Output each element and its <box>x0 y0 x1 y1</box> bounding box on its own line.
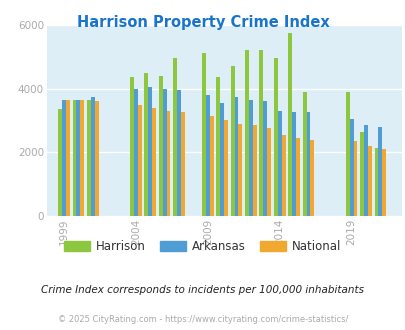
Bar <box>310 140 313 216</box>
Bar <box>166 111 170 216</box>
Bar <box>144 73 148 216</box>
Bar <box>359 132 363 216</box>
Bar <box>130 78 134 216</box>
Bar <box>173 58 177 216</box>
Bar <box>220 103 224 216</box>
Bar <box>245 50 248 216</box>
Bar <box>288 33 292 216</box>
Bar <box>134 88 137 216</box>
Bar <box>266 128 271 216</box>
Bar <box>62 100 66 216</box>
Bar <box>72 100 76 216</box>
Text: Crime Index corresponds to incidents per 100,000 inhabitants: Crime Index corresponds to incidents per… <box>41 285 364 295</box>
Bar <box>353 141 356 216</box>
Bar <box>259 50 263 216</box>
Bar <box>248 100 252 216</box>
Bar <box>281 135 285 216</box>
Bar <box>91 97 94 216</box>
Bar <box>181 113 184 216</box>
Bar <box>345 92 349 216</box>
Bar <box>66 100 70 216</box>
Bar <box>306 113 310 216</box>
Bar <box>302 92 306 216</box>
Bar <box>349 119 353 216</box>
Bar <box>137 105 141 216</box>
Bar <box>162 88 166 216</box>
Bar <box>148 87 152 216</box>
Bar <box>292 113 295 216</box>
Text: Harrison Property Crime Index: Harrison Property Crime Index <box>77 15 328 30</box>
Bar <box>230 66 234 216</box>
Text: © 2025 CityRating.com - https://www.cityrating.com/crime-statistics/: © 2025 CityRating.com - https://www.city… <box>58 315 347 324</box>
Bar <box>205 95 209 216</box>
Bar <box>252 125 256 216</box>
Bar <box>76 100 80 216</box>
Bar <box>263 101 266 216</box>
Bar <box>363 125 367 216</box>
Legend: Harrison, Arkansas, National: Harrison, Arkansas, National <box>60 235 345 258</box>
Bar <box>209 116 213 216</box>
Bar <box>238 124 242 216</box>
Bar <box>367 146 371 216</box>
Bar <box>158 76 162 216</box>
Bar <box>94 101 98 216</box>
Bar <box>277 111 281 216</box>
Bar <box>152 108 156 216</box>
Bar <box>273 58 277 216</box>
Bar <box>201 53 205 216</box>
Bar <box>58 109 62 216</box>
Bar <box>216 78 220 216</box>
Bar <box>224 120 228 216</box>
Bar <box>234 97 238 216</box>
Bar <box>374 148 377 216</box>
Bar <box>80 100 84 216</box>
Bar <box>382 149 385 216</box>
Bar <box>295 138 299 216</box>
Bar <box>177 90 181 216</box>
Bar <box>87 100 91 216</box>
Bar <box>377 127 382 216</box>
